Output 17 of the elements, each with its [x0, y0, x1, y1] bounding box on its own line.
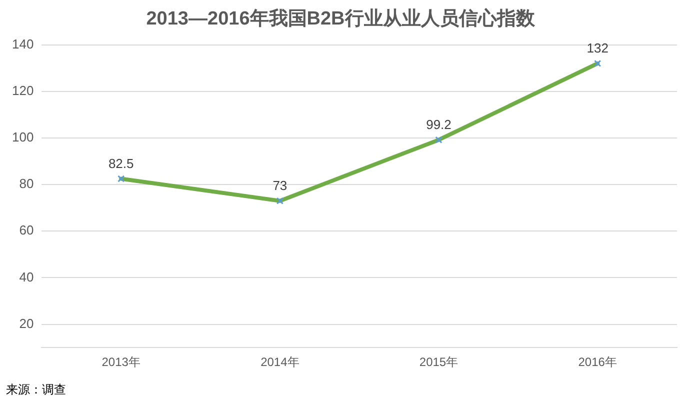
data-label: 73	[272, 178, 288, 193]
y-tick-label: 80	[19, 176, 34, 192]
data-label: 99.2	[426, 116, 452, 132]
y-tick-label: 140	[12, 36, 34, 52]
x-tick-label: 2014年	[260, 355, 300, 370]
y-tick-label: 60	[19, 222, 34, 238]
x-tick-label: 2016年	[578, 355, 617, 370]
y-tick-label: 120	[12, 82, 34, 98]
y-tick-label: 20	[19, 316, 34, 331]
chart-title: 2013—2016年我国B2B行业从业人员信心指数	[146, 8, 536, 30]
y-tick-label: 100	[12, 130, 34, 145]
x-tick-label: 2013年	[102, 355, 140, 370]
source-note: 来源：调查	[6, 382, 66, 396]
data-label: 132	[586, 40, 608, 56]
x-tick-label: 2015年	[419, 355, 458, 370]
y-tick-label: 40	[19, 269, 34, 284]
data-label: 82.5	[108, 156, 134, 171]
